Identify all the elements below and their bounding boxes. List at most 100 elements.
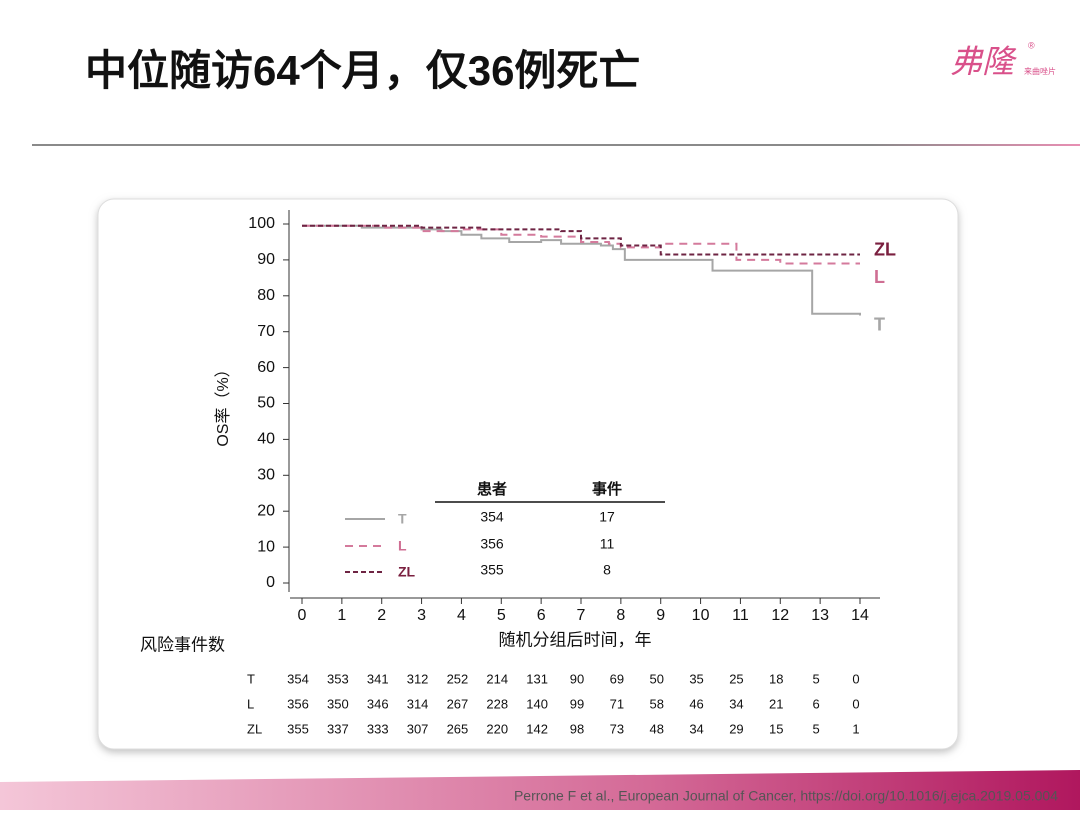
- y-tick-label: 40: [257, 431, 275, 448]
- x-axis-label: 随机分组后时间，年: [499, 630, 652, 649]
- legend-label: L: [398, 538, 407, 554]
- y-tick-label: 70: [257, 323, 275, 340]
- x-tick-label: 6: [537, 607, 546, 624]
- risk-cell: 356: [287, 696, 309, 711]
- risk-cell: 21: [769, 696, 783, 711]
- risk-cell: 34: [689, 721, 703, 736]
- risk-cell: 140: [526, 696, 548, 711]
- y-tick-label: 90: [257, 251, 275, 268]
- risk-cell: 48: [649, 721, 663, 736]
- risk-cell: 214: [486, 671, 508, 686]
- risk-cell: 1: [852, 721, 859, 736]
- risk-cell: 346: [367, 696, 389, 711]
- risk-row-label: ZL: [247, 721, 262, 736]
- risk-cell: 71: [610, 696, 624, 711]
- legend-cell: 8: [603, 562, 611, 578]
- legend-cell: 354: [480, 509, 504, 525]
- risk-cell: 46: [689, 696, 703, 711]
- risk-cell: 50: [649, 671, 663, 686]
- y-tick-label: 10: [257, 538, 275, 555]
- x-tick-label: 13: [811, 607, 829, 624]
- legend-label: ZL: [398, 564, 416, 580]
- risk-cell: 252: [447, 671, 469, 686]
- risk-cell: 69: [610, 671, 624, 686]
- x-tick-label: 14: [851, 607, 869, 624]
- risk-cell: 99: [570, 696, 584, 711]
- risk-cell: 341: [367, 671, 389, 686]
- risk-cell: 25: [729, 671, 743, 686]
- legend-cell: 17: [599, 509, 615, 525]
- survival-curve: [302, 224, 860, 256]
- risk-row-label: L: [247, 696, 254, 711]
- risk-cell: 333: [367, 721, 389, 736]
- survival-curve: [302, 224, 861, 316]
- risk-cell: 5: [813, 721, 820, 736]
- legend-cell: 11: [600, 536, 615, 552]
- risk-cell: 35: [689, 671, 703, 686]
- x-tick-label: 12: [771, 607, 789, 624]
- logo-mark: ®: [1028, 40, 1035, 50]
- risk-cell: 267: [447, 696, 469, 711]
- risk-cell: 228: [486, 696, 508, 711]
- x-tick-label: 10: [692, 607, 710, 624]
- risk-cell: 314: [407, 696, 429, 711]
- legend-header: 患者: [477, 480, 507, 498]
- risk-cell: 354: [287, 671, 309, 686]
- x-tick-label: 2: [377, 607, 386, 624]
- risk-cell: 98: [570, 721, 584, 736]
- y-tick-label: 100: [248, 215, 275, 232]
- y-tick-label: 30: [257, 467, 275, 484]
- risk-cell: 0: [852, 671, 859, 686]
- legend-label: T: [398, 511, 407, 527]
- x-tick-label: 8: [616, 607, 625, 624]
- risk-cell: 5: [813, 671, 820, 686]
- citation: Perrone F et al., European Journal of Ca…: [514, 788, 1058, 804]
- risk-cell: 355: [287, 721, 309, 736]
- risk-cell: 58: [649, 696, 663, 711]
- risk-cell: 0: [852, 696, 859, 711]
- y-tick-label: 0: [266, 574, 275, 591]
- risk-cell: 337: [327, 721, 349, 736]
- x-tick-label: 9: [656, 607, 665, 624]
- risk-cell: 220: [486, 721, 508, 736]
- x-tick-label: 11: [732, 607, 749, 624]
- footer-band: [0, 770, 1080, 810]
- y-tick-label: 80: [257, 287, 275, 304]
- risk-cell: 73: [610, 721, 624, 736]
- risk-cell: 34: [729, 696, 743, 711]
- x-tick-label: 1: [337, 607, 346, 624]
- risk-cell: 265: [447, 721, 469, 736]
- survival-curve: [302, 224, 860, 265]
- risk-cell: 312: [407, 671, 429, 686]
- risk-cell: 307: [407, 721, 429, 736]
- legend-cell: 356: [480, 536, 504, 552]
- header-rule: [32, 144, 1080, 146]
- curve-label: T: [874, 314, 885, 334]
- legend-cell: 355: [480, 562, 504, 578]
- logo: 弗隆: [950, 43, 1017, 79]
- x-tick-label: 3: [417, 607, 426, 624]
- legend-header: 事件: [592, 480, 622, 498]
- curve-label: ZL: [874, 239, 896, 259]
- y-tick-label: 20: [257, 502, 275, 519]
- risk-cell: 350: [327, 696, 349, 711]
- risk-cell: 29: [729, 721, 743, 736]
- curve-label: L: [874, 267, 885, 287]
- risk-cell: 353: [327, 671, 349, 686]
- slide-title: 中位随访64个月，仅36例死亡: [85, 47, 640, 94]
- risk-cell: 18: [769, 671, 783, 686]
- chart-panel: [97, 198, 959, 750]
- y-axis-label: OS率（%）: [214, 361, 232, 446]
- risk-cell: 142: [526, 721, 548, 736]
- risk-row-label: T: [247, 671, 255, 686]
- x-tick-label: 5: [497, 607, 506, 624]
- risk-cell: 90: [570, 671, 584, 686]
- x-tick-label: 4: [457, 607, 466, 624]
- x-tick-label: 0: [298, 607, 307, 624]
- risk-cell: 6: [813, 696, 820, 711]
- y-tick-label: 60: [257, 359, 275, 376]
- risk-cell: 15: [769, 721, 783, 736]
- risk-cell: 131: [526, 671, 548, 686]
